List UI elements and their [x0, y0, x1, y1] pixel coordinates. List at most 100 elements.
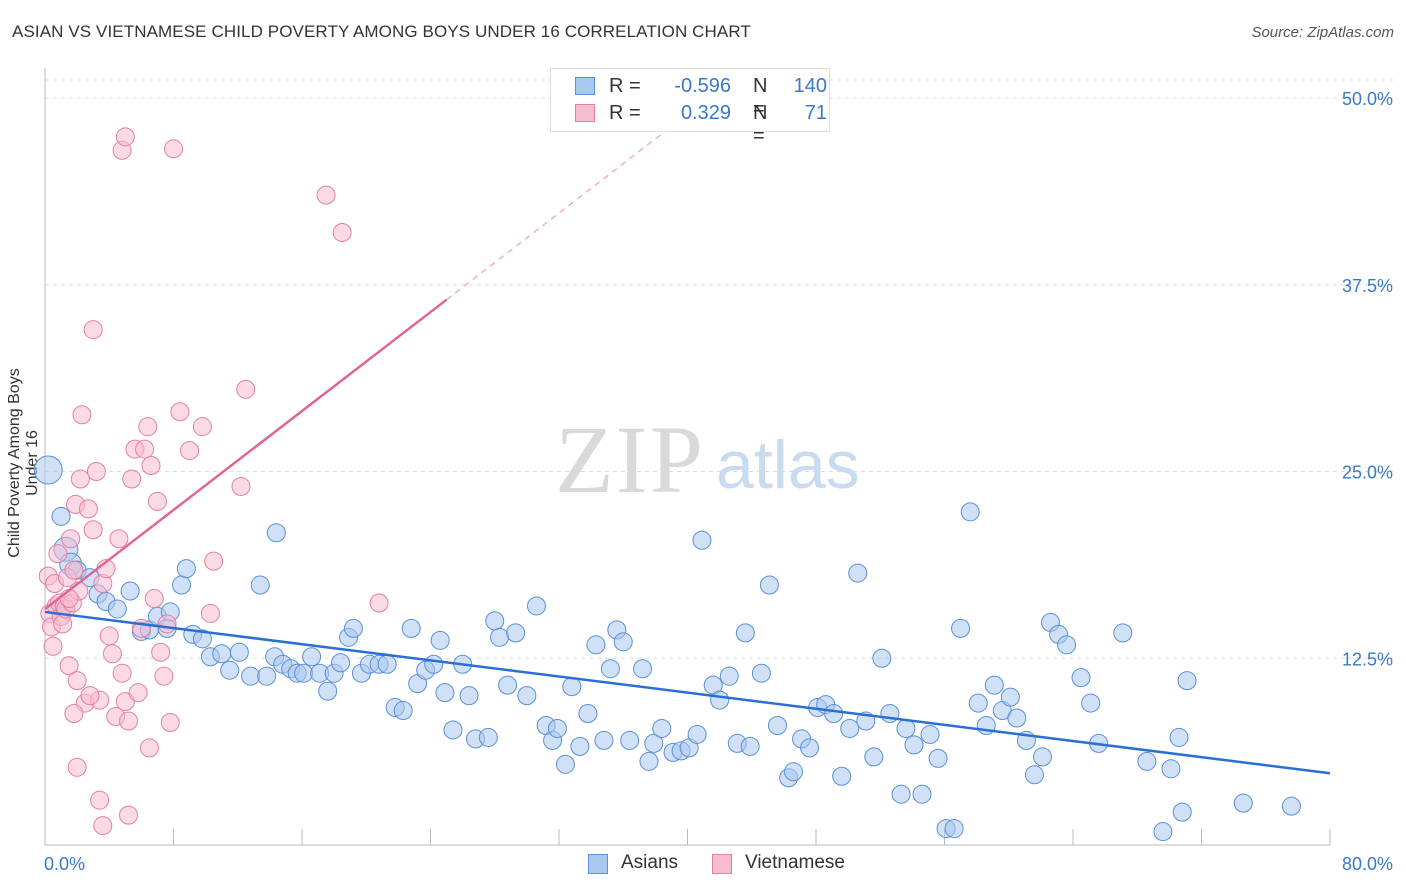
vietnamese-point — [112, 663, 132, 683]
asian-point — [687, 724, 707, 744]
trend-line-vietnamese-extension — [446, 132, 664, 301]
vietnamese-point — [204, 551, 224, 571]
vietnamese-point — [86, 462, 106, 481]
asian-point — [1032, 747, 1052, 767]
x-tick-label-min: 0.0% — [44, 854, 85, 874]
asian-point — [735, 623, 755, 643]
asian-point — [633, 659, 653, 679]
vietnamese-point — [59, 588, 79, 608]
vietnamese-point — [138, 417, 158, 437]
legend-swatch-vietnamese — [575, 104, 595, 122]
vietnamese-point — [102, 644, 122, 664]
asian-point — [459, 686, 479, 706]
vietnamese-point — [154, 666, 174, 686]
asian-point — [120, 581, 140, 601]
watermark-atlas: atlas — [716, 427, 860, 503]
vietnamese-point — [231, 476, 251, 496]
vietnamese-point — [80, 686, 100, 706]
vietnamese-point — [90, 790, 110, 810]
y-tick-label: 37.5% — [1342, 276, 1393, 296]
watermark: ZIP atlas — [555, 406, 860, 513]
vietnamese-point — [72, 405, 92, 425]
trend-lines — [44, 132, 1331, 775]
asian-point — [33, 455, 63, 485]
asian-point — [212, 644, 232, 664]
vietnamese-point — [119, 711, 139, 731]
asian-point — [759, 575, 779, 595]
chart-source: Source: ZipAtlas.com — [1251, 24, 1394, 41]
vietnamese-point — [139, 738, 159, 758]
asian-point — [266, 523, 286, 543]
asian-point — [1057, 635, 1077, 655]
vietnamese-point — [144, 588, 164, 608]
asian-point — [767, 715, 787, 735]
grid-lines — [45, 79, 1395, 659]
asian-point — [241, 666, 261, 686]
asian-point — [872, 648, 892, 668]
asian-point — [740, 736, 760, 756]
vietnamese-point — [236, 379, 256, 399]
asian-point — [1071, 668, 1091, 688]
asian-point — [229, 642, 249, 662]
vietnamese-point — [99, 626, 119, 646]
asian-point — [424, 654, 444, 674]
asian-point — [848, 563, 868, 583]
asian-point — [257, 666, 277, 686]
vietnamese-point — [316, 185, 336, 205]
bottom-legend-swatch-vietnamese — [712, 854, 732, 874]
asian-point — [928, 748, 948, 768]
vietnamese-point — [141, 456, 161, 476]
asian-point — [644, 733, 664, 753]
vietnamese-point — [61, 529, 81, 549]
asian-point — [192, 629, 212, 649]
asian-point — [784, 762, 804, 782]
asian-point — [294, 663, 314, 683]
asian-point — [547, 718, 567, 738]
asian-point — [710, 690, 730, 710]
asian-point — [800, 738, 820, 758]
vietnamese-point — [67, 671, 87, 691]
vietnamese-point — [151, 642, 171, 662]
asian-point — [570, 736, 590, 756]
asian-point — [498, 675, 518, 695]
asian-point — [107, 599, 127, 619]
vietnamese-point — [119, 805, 139, 825]
asian-point — [318, 681, 338, 701]
asian-point — [562, 677, 582, 697]
vietnamese-point — [160, 712, 180, 732]
asian-point — [594, 730, 614, 750]
series-asians — [33, 455, 1301, 842]
asian-point — [1007, 708, 1027, 728]
vietnamese-point — [128, 683, 148, 703]
asian-point — [331, 653, 351, 673]
asian-point — [517, 686, 537, 706]
asian-point — [1172, 802, 1192, 822]
vietnamese-point — [64, 560, 84, 580]
tick-labels: 12.5% 25.0% 37.5% 50.0% 0.0% 80.0% — [44, 89, 1393, 874]
vietnamese-point — [48, 544, 68, 564]
bottom-legend-swatch-asians — [588, 854, 608, 874]
legend-r-label: R = — [609, 102, 641, 124]
asian-point — [1177, 671, 1197, 691]
vietnamese-point — [115, 127, 135, 147]
asian-point — [176, 559, 196, 579]
legend-n-label: N = — [753, 102, 768, 147]
asian-point — [506, 623, 526, 643]
asian-point — [490, 627, 510, 647]
legend-r-label: R = — [609, 75, 641, 97]
x-tick-label-max: 80.0% — [1342, 854, 1393, 874]
asian-point — [430, 630, 450, 650]
trend-line-asians — [44, 610, 1331, 775]
asian-point — [1024, 765, 1044, 785]
legend-n-label: N = — [753, 75, 768, 120]
y-tick-label: 12.5% — [1342, 649, 1393, 669]
asian-point — [485, 611, 505, 631]
asian-point — [555, 754, 575, 774]
asian-point — [1137, 751, 1157, 771]
asian-point — [343, 618, 363, 638]
vietnamese-point — [122, 469, 142, 489]
asian-point — [912, 784, 932, 804]
asian-point — [401, 618, 421, 638]
vietnamese-point — [170, 402, 190, 422]
asian-point — [751, 663, 771, 683]
